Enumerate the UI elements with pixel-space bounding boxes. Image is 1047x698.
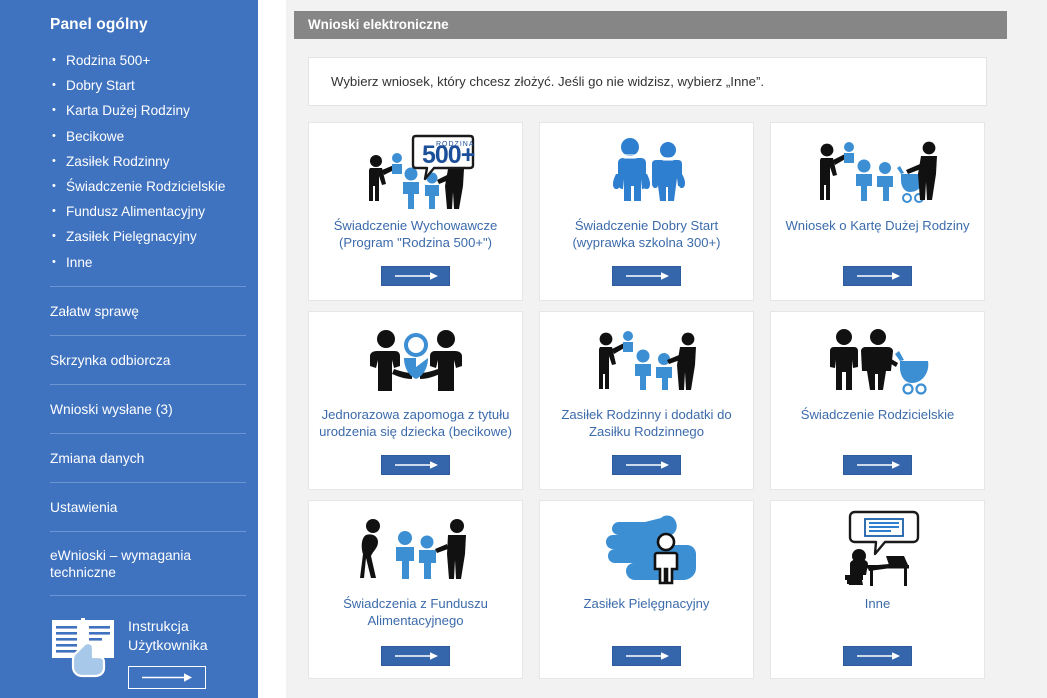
sidebar-item-zasilek-pielegnacyjny[interactable]: Zasiłek Pielęgnacyjny (50, 224, 246, 249)
sidebar-link-zalatw-sprawe[interactable]: Załatw sprawę (50, 303, 139, 319)
card-title: Zasiłek Rodzinny i dodatki do Zasiłku Ro… (561, 407, 732, 439)
intro-text: Wybierz wniosek, który chcesz złożyć. Je… (331, 74, 765, 89)
arrow-right-icon (856, 272, 900, 280)
sidebar-item-zasilek-rodzinny[interactable]: Zasiłek Rodzinny (50, 149, 246, 174)
card-submit-button[interactable] (843, 266, 912, 286)
sidebar-divider (50, 481, 246, 483)
card-title: Wniosek o Kartę Dużej Rodziny (785, 218, 970, 233)
card-submit-button[interactable] (381, 455, 450, 475)
card-submit-button[interactable] (843, 455, 912, 475)
sidebar-link-wnioski-wyslane[interactable]: Wnioski wysłane (3) (50, 401, 173, 417)
application-card-inne[interactable]: Inne (770, 500, 985, 679)
application-card-swiadczenie-rodzicielskie[interactable]: Świadczenie Rodzicielskie (770, 311, 985, 490)
card-submit-button[interactable] (612, 646, 681, 666)
sidebar-link-skrzynka-odbiorcza[interactable]: Skrzynka odbiorcza (50, 352, 171, 368)
application-card-grid: 500+ RODZINA Świadczenie Wychowawcze (Pr… (308, 122, 1013, 679)
separated-parents-children-icon (357, 511, 475, 589)
svg-text:RODZINA: RODZINA (436, 141, 475, 148)
card-title: Zasiłek Pielęgnacyjny (583, 596, 710, 611)
page-title: Panel ogólny (50, 16, 148, 33)
user-manual-label-line1: Instrukcja (128, 618, 189, 635)
intro-panel: Wybierz wniosek, który chcesz złożyć. Je… (308, 57, 987, 106)
card-title: Jednorazowa zapomoga z tytułu urodzenia … (319, 407, 512, 439)
svg-text:500+: 500+ (422, 141, 475, 169)
arrow-right-icon (394, 272, 438, 280)
couple-with-stroller-icon (822, 322, 934, 400)
parents-holding-newborn-icon (366, 322, 466, 400)
application-card-fundusz-alimentacyjny[interactable]: Świadczenia z Funduszu Alimentacyjnego (308, 500, 523, 679)
arrow-right-icon (394, 652, 438, 660)
section-header: Wnioski elektroniczne (294, 11, 1007, 39)
helping-hand-person-icon (587, 511, 707, 589)
user-manual-label-line2: Użytkownika (128, 637, 208, 654)
sidebar: Panel ogólny Rodzina 500+ Dobry Start Ka… (0, 0, 258, 698)
sidebar-divider (50, 383, 246, 385)
arrow-right-icon (625, 652, 669, 660)
sidebar-item-rodzina-500[interactable]: Rodzina 500+ (50, 48, 246, 73)
card-title: Świadczenie Dobry Start (wyprawka szkoln… (572, 218, 721, 250)
sidebar-link-zmiana-danych[interactable]: Zmiana danych (50, 450, 145, 466)
card-title: Świadczenie Rodzicielskie (800, 407, 955, 422)
layout-gutter (258, 0, 286, 698)
application-card-becikowe[interactable]: Jednorazowa zapomoga z tytułu urodzenia … (308, 311, 523, 490)
sidebar-item-becikowe[interactable]: Becikowe (50, 124, 246, 149)
arrow-right-icon (142, 673, 192, 682)
sidebar-link-ustawienia[interactable]: Ustawienia (50, 499, 118, 515)
sidebar-item-swiadczenie-rodzicielskie[interactable]: Świadczenie Rodzicielskie (50, 174, 246, 199)
family-group-icon (588, 322, 706, 400)
arrow-right-icon (625, 461, 669, 469)
large-family-stroller-icon (813, 133, 943, 211)
application-card-zasilek-rodzinny[interactable]: Zasiłek Rodzinny i dodatki do Zasiłku Ro… (539, 311, 754, 490)
application-card-karta-duzej-rodziny[interactable]: Wniosek o Kartę Dużej Rodziny (770, 122, 985, 301)
application-card-swiadczenie-wychowawcze[interactable]: 500+ RODZINA Świadczenie Wychowawcze (Pr… (308, 122, 523, 301)
sidebar-divider (50, 432, 246, 434)
sidebar-item-karta-duzej-rodziny[interactable]: Karta Dużej Rodziny (50, 98, 246, 123)
main-content: Wnioski elektroniczne Wybierz wniosek, k… (286, 0, 1047, 698)
arrow-right-icon (856, 461, 900, 469)
sidebar-link-ewnioski-wymagania-techniczne[interactable]: eWnioski – wymagania techniczne (50, 547, 192, 580)
card-submit-button[interactable] (843, 646, 912, 666)
two-school-children-backpacks-icon (592, 133, 702, 211)
sidebar-item-dobry-start[interactable]: Dobry Start (50, 73, 246, 98)
arrow-right-icon (856, 652, 900, 660)
user-manual-button[interactable] (128, 665, 206, 689)
sidebar-divider (50, 285, 246, 287)
user-manual-block[interactable]: Instrukcja Użytkownika (50, 596, 246, 689)
sidebar-item-fundusz-alimentacyjny[interactable]: Fundusz Alimentacyjny (50, 199, 246, 224)
sidebar-divider (50, 594, 246, 596)
person-at-desk-speech-bubble-icon (823, 510, 933, 589)
card-title: Inne (864, 596, 891, 611)
sidebar-item-inne[interactable]: Inne (50, 250, 246, 275)
card-submit-button[interactable] (612, 455, 681, 475)
card-submit-button[interactable] (381, 646, 450, 666)
card-submit-button[interactable] (612, 266, 681, 286)
arrow-right-icon (394, 461, 438, 469)
application-card-dobry-start[interactable]: Świadczenie Dobry Start (wyprawka szkoln… (539, 122, 754, 301)
sidebar-divider (50, 334, 246, 336)
card-submit-button[interactable] (381, 266, 450, 286)
manual-book-hand-icon (50, 616, 118, 678)
sidebar-divider (50, 530, 246, 532)
family-500plus-icon: 500+ RODZINA (356, 133, 476, 211)
arrow-right-icon (625, 272, 669, 280)
card-title: Świadczenie Wychowawcze (Program "Rodzin… (333, 218, 498, 250)
sidebar-bullet-list: Rodzina 500+ Dobry Start Karta Dużej Rod… (50, 48, 246, 275)
application-card-zasilek-pielegnacyjny[interactable]: Zasiłek Pielęgnacyjny (539, 500, 754, 679)
card-title: Świadczenia z Funduszu Alimentacyjnego (343, 596, 488, 628)
